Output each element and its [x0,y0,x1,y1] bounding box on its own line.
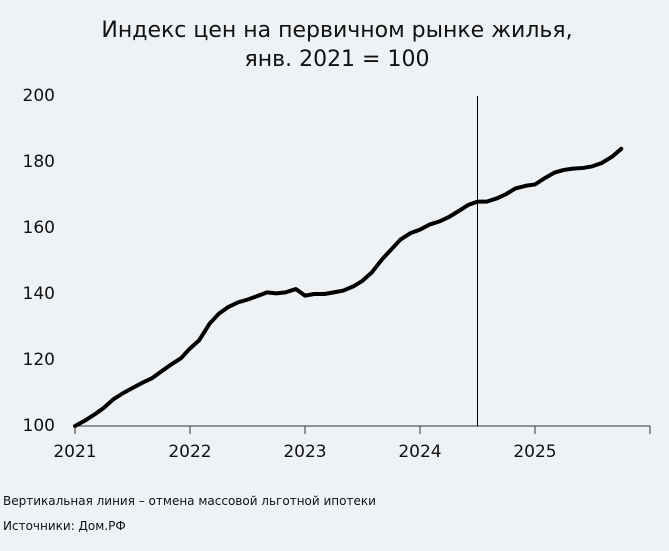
y-tick-label: 100 [23,416,55,436]
x-tick-label: 2025 [513,442,556,462]
y-tick-label: 180 [23,152,55,172]
x-tick-label: 2021 [53,442,96,462]
y-tick-label: 200 [23,86,55,106]
y-tick-label: 120 [23,350,55,370]
chart-subtitle: янв. 2021 = 100 [245,47,430,72]
chart-title: Индекс цен на первичном рынке жилья, [101,18,572,43]
footnote: Вертикальная линия – отмена массовой льг… [3,494,376,508]
x-tick-label: 2023 [283,442,326,462]
index-line [73,146,624,428]
y-tick-label: 140 [23,284,55,304]
source: Источники: Дом.РФ [3,519,126,533]
x-tick-label: 2024 [398,442,441,462]
x-tick-label: 2022 [168,442,211,462]
y-tick-label: 160 [23,218,55,238]
